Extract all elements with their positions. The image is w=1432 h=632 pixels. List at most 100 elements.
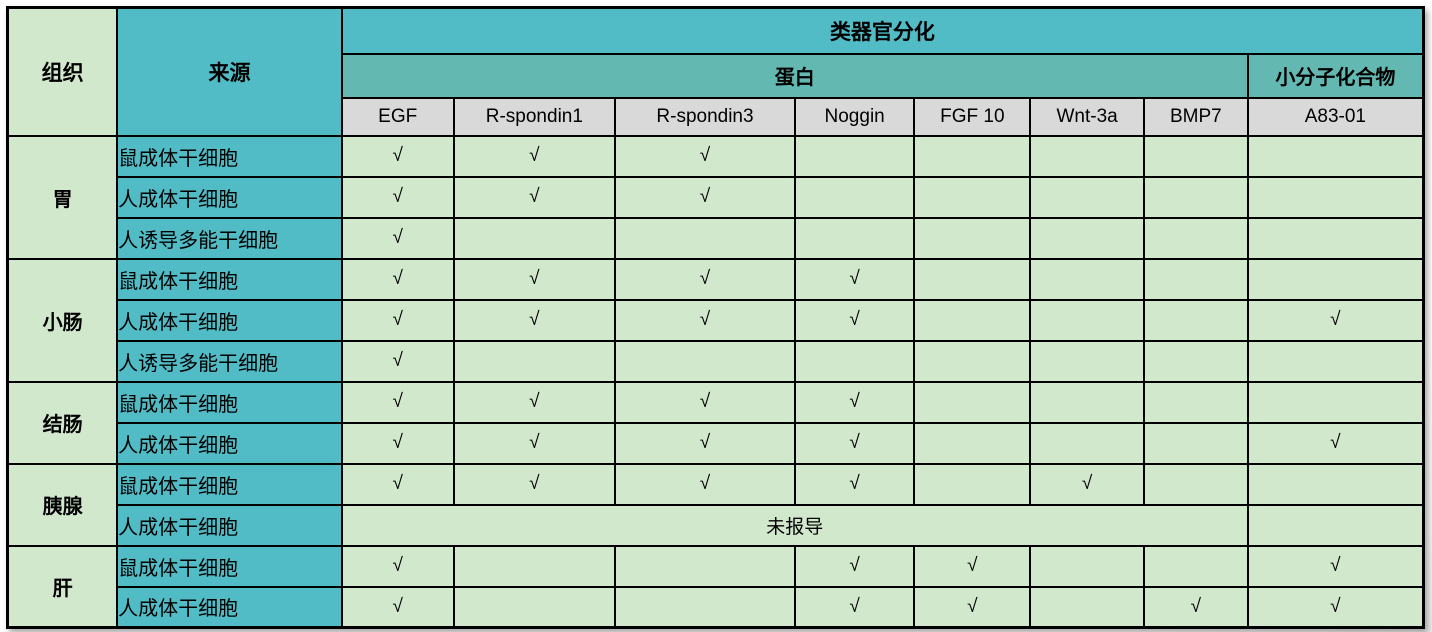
- check-cell: √: [614, 134, 796, 178]
- factor-header-rspondin3: R-spondin3: [614, 96, 796, 137]
- check-cell: √: [340, 544, 455, 588]
- table-row: 小肠 鼠成体干细胞 √ √ √ √: [6, 257, 1425, 383]
- empty-cell: [1246, 175, 1425, 219]
- table-row: 胰腺 鼠成体干细胞 √ √ √ √ √: [6, 462, 1425, 547]
- tissue-cell-4: 肝: [6, 544, 119, 629]
- empty-cell: [1029, 421, 1145, 465]
- empty-cell: [913, 380, 1032, 424]
- empty-cell: [793, 175, 916, 219]
- empty-cell: [913, 134, 1032, 178]
- empty-cell: [614, 585, 796, 629]
- empty-cell: [1246, 503, 1425, 547]
- table-row: 胃鼠成体干细胞 √ √ √: [6, 134, 1425, 260]
- check-cell: √: [452, 257, 617, 301]
- table-row: 人成体干细胞 未报导: [8, 503, 1425, 547]
- check-cell: √: [452, 462, 617, 506]
- check-cell: √: [793, 421, 916, 465]
- empty-cell: [1246, 216, 1425, 260]
- check-cell: √: [614, 462, 796, 506]
- source-cell: 鼠成体干细胞: [116, 462, 343, 506]
- check-cell: √: [793, 380, 916, 424]
- empty-cell: [1246, 257, 1425, 301]
- empty-cell: [614, 339, 796, 383]
- source-cell: 人成体干细胞: [116, 503, 343, 547]
- factor-header-bmp7: BMP7: [1142, 96, 1249, 137]
- check-cell: √: [614, 175, 796, 219]
- source-cell: 鼠成体干细胞: [116, 134, 343, 178]
- check-cell: √: [793, 544, 916, 588]
- empty-cell: [1246, 339, 1425, 383]
- tissue-column-header: 组织: [6, 6, 119, 137]
- empty-cell: [913, 421, 1032, 465]
- factor-header-wnt3a: Wnt-3a: [1029, 96, 1145, 137]
- empty-cell: [1029, 298, 1145, 342]
- empty-cell: [1246, 134, 1425, 178]
- empty-cell: [1029, 585, 1145, 629]
- check-cell: √: [913, 544, 1032, 588]
- empty-cell: [1029, 339, 1145, 383]
- factor-header-a8301: A83-01: [1246, 96, 1425, 137]
- empty-cell: [452, 216, 617, 260]
- empty-cell: [913, 216, 1032, 260]
- check-cell: √: [340, 339, 455, 383]
- organoid-differentiation-table: 组织 来源 类器官分化 蛋白 小分子化合物 EGF R-spondin1 R-s…: [6, 6, 1425, 629]
- check-cell: √: [1246, 298, 1425, 342]
- source-column-header: 来源: [116, 6, 343, 137]
- check-cell: √: [340, 462, 455, 506]
- factor-header-fgf10: FGF 10: [913, 96, 1032, 137]
- check-cell: √: [340, 421, 455, 465]
- empty-cell: [1142, 421, 1249, 465]
- empty-cell: [614, 216, 796, 260]
- source-cell: 人成体干细胞: [116, 298, 343, 342]
- tissue-cell-3: 胰腺: [6, 462, 119, 547]
- source-cell: 人成体干细胞: [116, 175, 343, 219]
- empty-cell: [1142, 216, 1249, 260]
- empty-cell: [913, 298, 1032, 342]
- check-cell: √: [340, 216, 455, 260]
- empty-cell: [1142, 462, 1249, 506]
- source-cell: 人成体干细胞: [116, 421, 343, 465]
- check-cell: √: [793, 257, 916, 301]
- empty-cell: [452, 585, 617, 629]
- check-cell: √: [614, 380, 796, 424]
- check-cell: √: [452, 175, 617, 219]
- empty-cell: [1142, 339, 1249, 383]
- factor-header-egf: EGF: [340, 96, 455, 137]
- empty-cell: [1142, 134, 1249, 178]
- check-cell: √: [793, 585, 916, 629]
- tissue-cell-1: 小肠: [6, 257, 119, 383]
- empty-cell: [452, 544, 617, 588]
- empty-cell: [1029, 175, 1145, 219]
- check-cell: √: [1142, 585, 1249, 629]
- factor-header-noggin: Noggin: [793, 96, 916, 137]
- empty-cell: [793, 339, 916, 383]
- empty-cell: [913, 175, 1032, 219]
- empty-cell: [1142, 380, 1249, 424]
- header-row-2: 蛋白 小分子化合物: [8, 52, 1425, 99]
- empty-cell: [1142, 175, 1249, 219]
- check-cell: √: [340, 134, 455, 178]
- table-row: 人成体干细胞 √ √ √ √ √: [8, 298, 1425, 342]
- check-cell: √: [340, 298, 455, 342]
- tissue-cell-2: 结肠: [6, 380, 119, 465]
- check-cell: √: [614, 257, 796, 301]
- check-cell: √: [340, 585, 455, 629]
- empty-cell: [1246, 380, 1425, 424]
- empty-cell: [1029, 380, 1145, 424]
- check-cell: √: [340, 257, 455, 301]
- check-cell: √: [452, 380, 617, 424]
- empty-cell: [1029, 216, 1145, 260]
- empty-cell: [1029, 257, 1145, 301]
- empty-cell: [793, 216, 916, 260]
- source-cell: 人成体干细胞: [116, 585, 343, 629]
- empty-cell: [1246, 462, 1425, 506]
- check-cell: √: [614, 298, 796, 342]
- source-cell: 鼠成体干细胞: [116, 257, 343, 301]
- table-row: 结肠 鼠成体干细胞 √ √ √ √: [6, 380, 1425, 465]
- table-row: 人诱导多能干细胞 √: [8, 339, 1425, 383]
- check-cell: √: [1029, 462, 1145, 506]
- empty-cell: [452, 339, 617, 383]
- check-cell: √: [913, 585, 1032, 629]
- empty-cell: [913, 462, 1032, 506]
- tissue-cell-0: 胃: [6, 134, 119, 260]
